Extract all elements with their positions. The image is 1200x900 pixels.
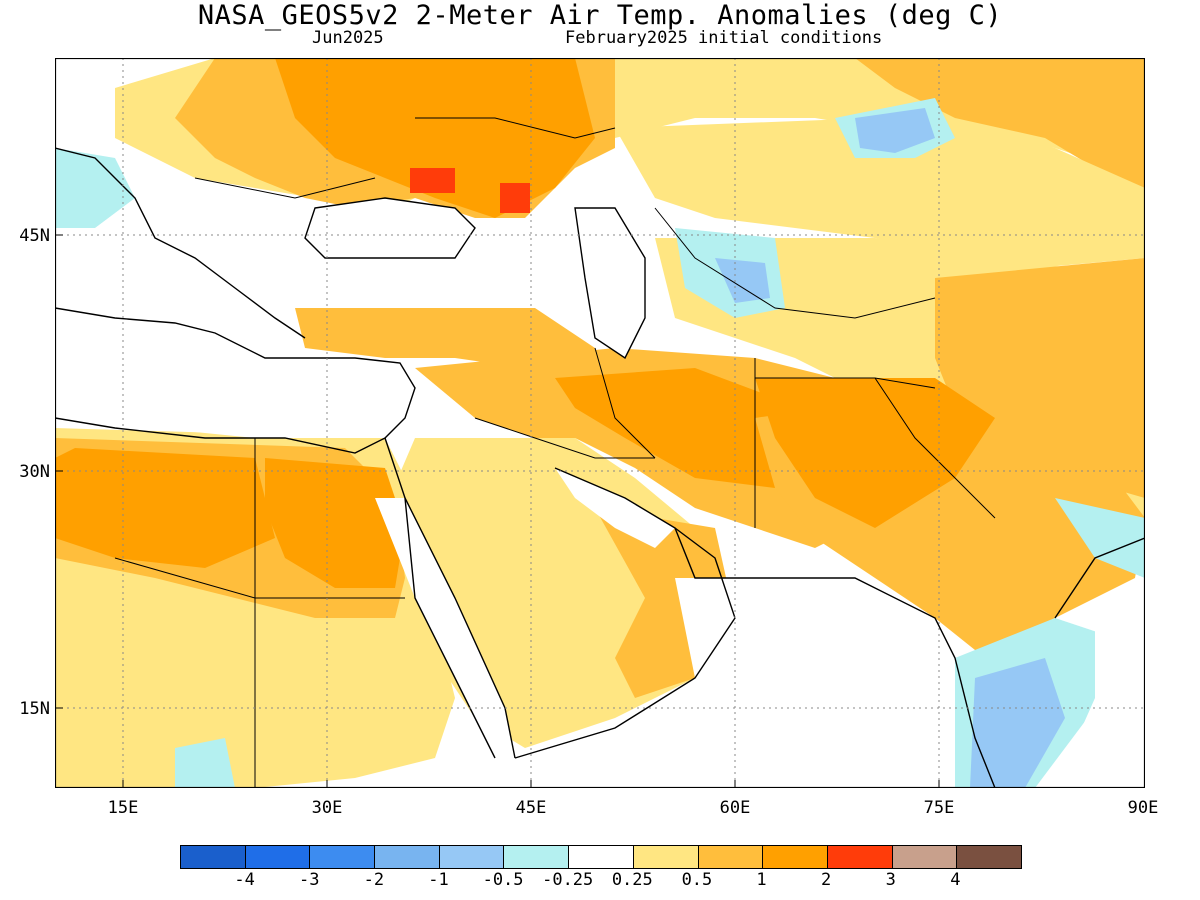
cool-region-balkans	[55, 148, 135, 228]
lon-label-30e: 30E	[311, 798, 343, 818]
map-title: NASA_GEOS5v2 2-Meter Air Temp. Anomalies…	[197, 0, 1003, 31]
colorbar-label: -0.5	[482, 870, 524, 890]
red-sea	[375, 498, 515, 758]
cool-region-south-india-mid	[970, 658, 1065, 788]
colorbar-swatch	[569, 846, 634, 868]
lat-label-45n: 45N	[19, 226, 50, 246]
colorbar-label: 0.5	[681, 870, 713, 890]
extreme-spot-1	[410, 168, 455, 193]
arabian-sea	[495, 578, 955, 788]
coastlines	[55, 147, 1145, 788]
anomaly-region-iran-strong	[555, 368, 815, 488]
colorbar-swatch	[310, 846, 376, 868]
anomaly-region-russia-strong	[275, 58, 595, 218]
colorbar-swatch	[633, 846, 699, 868]
lon-label-60e: 60E	[719, 798, 751, 818]
colorbar-label: 0.25	[611, 870, 653, 890]
anomaly-region-kazakhstan	[615, 118, 1145, 268]
extreme-spot-2	[500, 183, 530, 213]
persian-gulf	[555, 468, 675, 548]
colorbar-label: 4	[950, 870, 961, 890]
colorbar-swatch	[892, 846, 958, 868]
forecast-month: Jun2025	[312, 28, 384, 48]
lat-label-30n: 30N	[19, 462, 50, 482]
cool-region-tibet-edge	[1055, 498, 1145, 578]
lon-label-90e: 90E	[1127, 798, 1159, 818]
black-sea	[305, 198, 475, 258]
anomaly-region-east-russia	[855, 58, 1145, 188]
colorbar-swatch	[957, 846, 1021, 868]
colorbar-swatch	[181, 846, 246, 868]
colorbar-swatch	[245, 846, 311, 868]
lat-label-15n: 15N	[19, 699, 50, 719]
colorbar-label: -1	[428, 870, 449, 890]
colorbar-swatch	[375, 846, 440, 868]
colorbar-swatch	[827, 846, 893, 868]
colorbar-label: 3	[885, 870, 896, 890]
country-borders	[114, 117, 996, 788]
lon-label-15e: 15E	[107, 798, 139, 818]
initial-conditions-label: February2025 initial conditions	[565, 28, 883, 48]
cool-region-aral-mid	[715, 258, 770, 303]
colorbar-swatch	[763, 846, 828, 868]
anomaly-region-libya-strong	[55, 448, 275, 568]
colorbar-label: -0.25	[542, 870, 594, 890]
colorbar-label: 2	[821, 870, 832, 890]
axis-ticks	[55, 234, 940, 788]
anomaly-region-egypt-strong	[265, 458, 405, 588]
anomaly-map	[55, 58, 1145, 788]
colorbar-swatch	[698, 846, 764, 868]
colorbar-label: -3	[298, 870, 320, 890]
colorbar-label: -4	[234, 870, 255, 890]
graticule	[55, 58, 1145, 788]
colorbar	[180, 845, 1022, 869]
colorbar-label: 1	[756, 870, 767, 890]
colorbar-label: -2	[363, 870, 385, 890]
bay-of-bengal	[1055, 618, 1145, 788]
anomaly-region-china	[935, 258, 1145, 498]
cool-region-kazakhstan-mid	[855, 108, 935, 153]
map-frame	[55, 58, 1145, 788]
colorbar-swatch	[439, 846, 505, 868]
mediterranean	[55, 328, 415, 438]
lon-label-45e: 45E	[515, 798, 547, 818]
cool-region-east-africa	[175, 738, 235, 788]
colorbar-swatch	[504, 846, 570, 868]
lon-label-75e: 75E	[923, 798, 955, 818]
anomaly-region-pakistan	[755, 378, 995, 528]
